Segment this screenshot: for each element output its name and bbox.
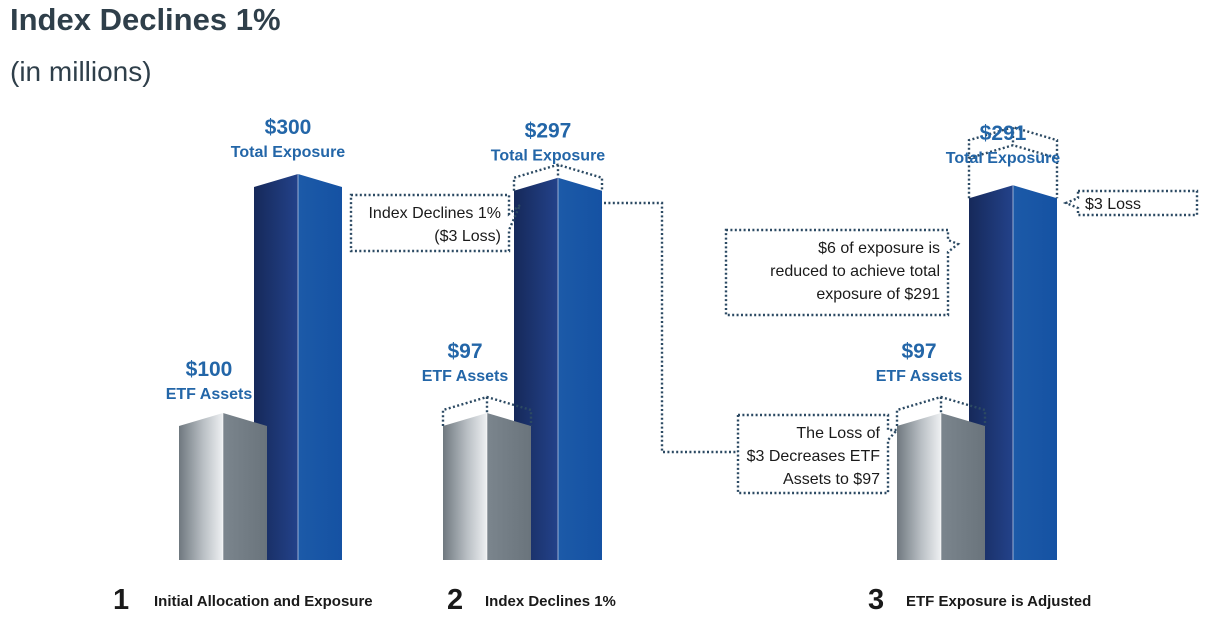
- etf-value-1: $100: [186, 358, 233, 381]
- labels-layer: $300 Total Exposure $100 ETF Assets $297 Tota…: [113, 116, 1091, 616]
- exposure-value-3: $291: [980, 122, 1027, 145]
- etf-bar-2-face-right: [487, 413, 531, 560]
- callout-loss-decreases-line-1: The Loss of: [796, 425, 880, 442]
- callout-loss-decreases-line-2: $3 Decreases ETF: [747, 448, 881, 465]
- chart-title: Index Declines 1%: [10, 2, 281, 37]
- callout-exposure-reduced-line-1: $6 of exposure is: [818, 240, 940, 257]
- callout-exposure-reduced-line-3: exposure of $291: [816, 286, 940, 303]
- etf-label-2: ETF Assets: [422, 368, 509, 385]
- callouts-layer: Index Declines 1% ($3 Loss) The Loss of $3 …: [349, 125, 1199, 495]
- exposure-bar-2: [514, 177, 602, 561]
- exposure-value-2: $297: [525, 120, 572, 143]
- connector-step2-to-step3: [604, 201, 738, 454]
- etf-bar-3: [897, 413, 985, 560]
- callout-loss-decreases-border: [736, 413, 900, 495]
- callout-small-loss-border: [1062, 189, 1199, 217]
- etf-label-3: ETF Assets: [876, 368, 963, 385]
- etf-value-2: $97: [447, 340, 482, 363]
- exposure-label-3: Total Exposure: [946, 150, 1060, 167]
- exposure-bar-1: [254, 174, 342, 560]
- step-label-1: Initial Allocation and Exposure: [154, 593, 373, 610]
- exposure-loss-outline-3: [967, 125, 1059, 199]
- step-number-2: 2: [447, 584, 463, 616]
- etf-bar-1: [179, 413, 267, 560]
- callout-small-loss-text: $3 Loss: [1085, 196, 1141, 213]
- step-label-2: Index Declines 1%: [485, 593, 616, 610]
- callout-exposure-reduced-line-2: reduced to achieve total: [770, 263, 940, 280]
- exposure-bar-2-face-right: [558, 177, 602, 561]
- exposure-value-1: $300: [265, 116, 312, 139]
- callout-loss-decreases-line-3: Assets to $97: [783, 471, 880, 488]
- etf-bar-3-face-left: [897, 413, 941, 560]
- etf-bar-1-face-right: [223, 413, 267, 560]
- exposure-label-2: Total Exposure: [491, 148, 605, 165]
- step-label-3: ETF Exposure is Adjusted: [906, 593, 1091, 610]
- step-number-1: 1: [113, 584, 129, 616]
- exposure-bar-3-face-right: [1013, 185, 1057, 560]
- exposure-label-1: Total Exposure: [231, 144, 345, 161]
- bars-layer: [179, 174, 1057, 561]
- etf-label-1: ETF Assets: [166, 386, 253, 403]
- etf-bar-1-face-left: [179, 413, 223, 560]
- callout-index-declines-border: [349, 193, 522, 253]
- etf-bar-3-face-right: [941, 413, 985, 560]
- callout-index-declines-line-1: Index Declines 1%: [368, 205, 501, 222]
- callout-index-declines-line-2: ($3 Loss): [434, 228, 501, 245]
- etf-value-3: $97: [901, 340, 936, 363]
- chart-subtitle: (in millions): [10, 56, 152, 87]
- callout-exposure-reduced-border: [724, 228, 961, 317]
- exposure-bar-1-face-right: [298, 174, 342, 560]
- etf-bar-2-face-left: [443, 413, 487, 560]
- step-number-3: 3: [868, 584, 884, 616]
- etf-bar-2: [443, 413, 531, 560]
